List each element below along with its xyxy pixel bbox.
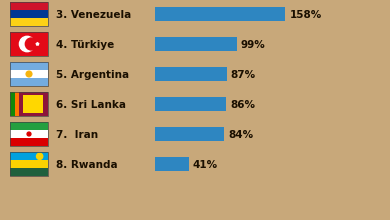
Bar <box>10 130 48 138</box>
Circle shape <box>25 38 37 50</box>
Bar <box>10 152 48 160</box>
Bar <box>10 92 48 116</box>
Circle shape <box>27 132 31 136</box>
Bar <box>10 78 48 86</box>
Bar <box>10 32 48 56</box>
Bar <box>23 95 43 113</box>
Bar <box>155 37 237 51</box>
Bar <box>10 2 48 26</box>
Bar <box>10 152 48 176</box>
Bar <box>10 62 48 86</box>
Bar <box>155 7 285 21</box>
Text: 7.  Iran: 7. Iran <box>56 130 98 139</box>
Text: 3. Venezuela: 3. Venezuela <box>56 9 131 20</box>
Bar <box>10 92 14 116</box>
Circle shape <box>37 153 43 159</box>
Bar <box>10 122 48 146</box>
Bar <box>10 62 48 70</box>
Text: 86%: 86% <box>230 99 255 110</box>
Text: 5. Argentina: 5. Argentina <box>56 70 129 79</box>
Bar <box>10 168 48 176</box>
Bar <box>155 97 226 111</box>
Bar <box>10 122 48 130</box>
Bar <box>155 157 189 171</box>
Text: 87%: 87% <box>231 70 256 79</box>
Bar <box>10 18 48 26</box>
Bar <box>14 92 19 116</box>
Bar <box>155 127 224 141</box>
Text: 84%: 84% <box>228 130 254 139</box>
Bar <box>155 67 227 81</box>
Polygon shape <box>35 42 39 46</box>
Text: 4. Türkiye: 4. Türkiye <box>56 40 114 50</box>
Bar <box>10 138 48 146</box>
Circle shape <box>26 71 32 77</box>
Circle shape <box>20 36 35 52</box>
Bar <box>10 32 48 56</box>
Text: 8. Rwanda: 8. Rwanda <box>56 160 118 169</box>
Bar <box>10 2 48 10</box>
Text: 99%: 99% <box>241 40 266 50</box>
Bar <box>10 160 48 168</box>
Text: 41%: 41% <box>193 160 218 169</box>
Bar <box>19 92 48 116</box>
Bar <box>10 10 48 18</box>
Bar <box>10 70 48 78</box>
Text: 158%: 158% <box>289 9 322 20</box>
Text: 6. Sri Lanka: 6. Sri Lanka <box>56 99 126 110</box>
